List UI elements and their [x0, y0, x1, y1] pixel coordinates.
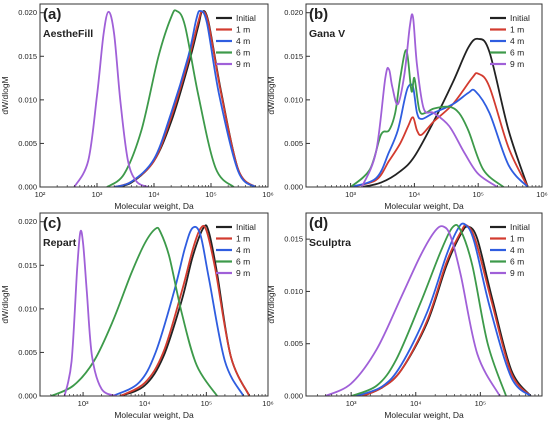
series-line-4m [113, 10, 256, 187]
y-tick-label: 0.000 [284, 183, 303, 192]
x-tick-label: 10⁶ [262, 399, 273, 408]
y-tick-label: 0.020 [18, 217, 37, 226]
plot-frame [39, 212, 269, 397]
y-tick-label: 0.010 [284, 287, 303, 296]
y-tick-label: 0.015 [284, 52, 303, 61]
x-tick-label: 10⁶ [536, 190, 547, 199]
x-tick-label: 10⁴ [139, 399, 151, 408]
legend: Initial 1 m4 m 6 m9 m [216, 222, 256, 278]
legend-label: Initial [236, 13, 256, 23]
x-tick-label: 10⁵ [475, 399, 486, 408]
plot-frame [305, 3, 543, 188]
series-line-4m [112, 225, 245, 396]
y-tick-label: 0.000 [284, 392, 303, 401]
legend-label: 1 m [510, 234, 524, 244]
legend-label: 1 m [236, 234, 250, 244]
x-tick-label: 10⁵ [472, 190, 483, 199]
y-tick-label: 0.000 [18, 392, 37, 401]
x-tick-label: 10⁶ [262, 190, 273, 199]
series-line-4m [350, 83, 529, 187]
legend-label: 6 m [236, 48, 250, 58]
legend-label: 4 m [510, 36, 524, 46]
y-axis-label: dW/dlogM [0, 76, 10, 114]
series-line-Initial [362, 225, 532, 396]
panel-c: 10³ 10⁴ 10⁵ 10⁶ 0.000 0.005 0.010 0.015 0.020 Mol… [0, 212, 274, 420]
x-axis-label: Molecular weight, Da [114, 410, 194, 420]
y-axis-label: dW/dlogM [0, 285, 10, 323]
legend-label: 9 m [510, 268, 524, 278]
y-tick-label: 0.015 [18, 261, 37, 270]
y-tick-label: 0.005 [18, 348, 37, 357]
legend-label: 9 m [510, 59, 524, 69]
legend-label: 6 m [236, 257, 250, 267]
series-line-9m [325, 225, 501, 396]
legend-label: 1 m [510, 25, 524, 35]
legend: Initial 1 m4 m 6 m9 m [490, 13, 530, 69]
y-tick-label: 0.020 [18, 8, 37, 17]
plot-frame [305, 212, 543, 397]
legend-label: 4 m [510, 245, 524, 255]
x-axis-label: Molecular weight, Da [384, 410, 464, 420]
y-tick-label: 0.010 [284, 95, 303, 104]
series-line-4m [355, 222, 532, 396]
panel-a: 10² 10³ 10⁴ 10⁵ 10⁶ 0.000 0.005 0.010 0.015 0.020… [0, 3, 274, 211]
series-line-Initial [361, 37, 529, 187]
series-line-1m [113, 10, 257, 187]
series-line-9m [360, 13, 498, 187]
legend-label: Initial [236, 222, 256, 232]
sample-name: Repart [43, 237, 77, 249]
legend-label: 4 m [236, 245, 250, 255]
x-axis-label: Molecular weight, Da [384, 201, 464, 211]
y-tick-label: 0.000 [18, 183, 37, 192]
series-line-1m [119, 224, 251, 396]
y-axis-label: dW/dlogM [266, 76, 276, 114]
y-tick-label: 0.020 [284, 8, 303, 17]
sample-name: Sculptra [309, 237, 351, 249]
series-line-6m [349, 49, 505, 187]
legend: Initial 1 m4 m 6 m9 m [216, 13, 256, 69]
legend-label: 1 m [236, 25, 250, 35]
legend-label: 9 m [236, 268, 250, 278]
y-axis-label: dW/dlogM [266, 285, 276, 323]
legend-label: Initial [510, 222, 530, 232]
series-line-6m [106, 9, 235, 187]
y-tick-label: 0.005 [284, 339, 303, 348]
x-tick-label: 10⁵ [201, 399, 212, 408]
sample-name: Gana V [309, 28, 345, 40]
panel-letter: (c) [43, 215, 61, 232]
x-tick-label: 10⁴ [148, 190, 160, 199]
y-tick-label: 0.010 [18, 95, 37, 104]
y-tick-label: 0.005 [284, 139, 303, 148]
legend-label: 6 m [510, 48, 524, 58]
y-tick-label: 0.015 [284, 235, 303, 244]
x-tick-label: 10⁴ [410, 399, 422, 408]
x-tick-label: 10³ [346, 399, 357, 408]
series-line-6m [50, 226, 218, 396]
legend-label: Initial [510, 13, 530, 23]
panel-letter: (a) [43, 6, 61, 23]
legend-label: 9 m [236, 59, 250, 69]
series-line-9m [73, 10, 149, 187]
panel-b: 10³ 10⁴ 10⁵ 10⁶ 0.000 0.005 0.010 0.015 0.020 Mol… [266, 3, 548, 211]
y-tick-label: 0.015 [18, 52, 37, 61]
legend-label: 4 m [236, 36, 250, 46]
y-tick-label: 0.005 [18, 139, 37, 148]
x-tick-label: 10³ [345, 190, 356, 199]
x-tick-label: 10⁵ [205, 190, 216, 199]
legend-label: 6 m [510, 257, 524, 267]
series-line-1m [350, 72, 529, 187]
series-line-9m [63, 229, 117, 396]
panel-d: 10³ 10⁴ 10⁵ 0.000 0.005 0.010 0.015 Molecular w… [266, 212, 543, 420]
panel-letter: (b) [309, 6, 328, 23]
x-tick-label: 10⁴ [409, 190, 421, 199]
legend: Initial 1 m4 m 6 m9 m [490, 222, 530, 278]
x-tick-label: 10² [35, 190, 46, 199]
panel-letter: (d) [309, 215, 328, 232]
x-tick-label: 10³ [92, 190, 103, 199]
x-axis-label: Molecular weight, Da [114, 201, 194, 211]
y-tick-label: 0.010 [18, 304, 37, 313]
sample-name: AestheFill [43, 28, 93, 40]
x-tick-label: 10³ [78, 399, 89, 408]
